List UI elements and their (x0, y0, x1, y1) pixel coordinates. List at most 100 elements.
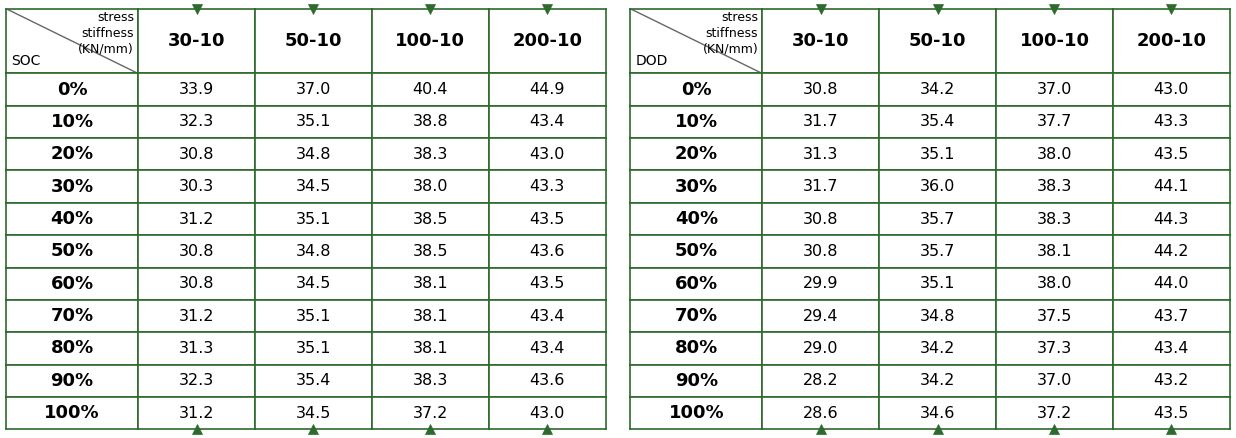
Text: 44.3: 44.3 (1153, 212, 1189, 226)
Text: 100-10: 100-10 (1020, 32, 1089, 50)
Text: 100%: 100% (669, 404, 724, 422)
Text: 34.8: 34.8 (295, 147, 331, 162)
Text: 80%: 80% (51, 339, 94, 357)
Text: 33.9: 33.9 (179, 82, 214, 97)
Text: 37.3: 37.3 (1037, 341, 1072, 356)
Text: 44.9: 44.9 (529, 82, 565, 97)
Text: 30%: 30% (675, 178, 718, 196)
Text: 10%: 10% (51, 113, 94, 131)
Text: 43.5: 43.5 (529, 276, 565, 291)
Text: 38.3: 38.3 (1037, 179, 1072, 194)
Text: 34.5: 34.5 (295, 179, 331, 194)
Text: 30-10: 30-10 (168, 32, 225, 50)
Text: 34.8: 34.8 (920, 308, 955, 324)
Text: 34.2: 34.2 (920, 373, 955, 388)
Text: 0%: 0% (57, 81, 88, 99)
Text: 44.0: 44.0 (1153, 276, 1189, 291)
Text: 28.6: 28.6 (803, 406, 838, 420)
Text: 20%: 20% (675, 145, 718, 163)
Text: 31.3: 31.3 (803, 147, 838, 162)
Text: 30.8: 30.8 (803, 212, 838, 226)
Text: 31.2: 31.2 (179, 212, 214, 226)
Text: 38.0: 38.0 (1037, 147, 1072, 162)
Text: 43.2: 43.2 (1153, 373, 1189, 388)
Text: 30.3: 30.3 (179, 179, 214, 194)
Text: 43.4: 43.4 (1153, 341, 1189, 356)
Text: 70%: 70% (51, 307, 94, 325)
Text: 43.4: 43.4 (529, 114, 565, 130)
Text: 44.1: 44.1 (1153, 179, 1189, 194)
Text: 38.3: 38.3 (413, 147, 447, 162)
Text: 35.4: 35.4 (920, 114, 955, 130)
Text: 40%: 40% (51, 210, 94, 228)
Text: 32.3: 32.3 (179, 114, 214, 130)
Text: 100%: 100% (44, 404, 100, 422)
Text: 35.1: 35.1 (295, 212, 331, 226)
Text: 34.6: 34.6 (920, 406, 955, 420)
Text: 50-10: 50-10 (284, 32, 342, 50)
Text: 38.5: 38.5 (413, 212, 447, 226)
Text: 30.8: 30.8 (803, 82, 838, 97)
Text: 43.5: 43.5 (1153, 406, 1189, 420)
Text: 30.8: 30.8 (179, 276, 214, 291)
Text: 35.1: 35.1 (295, 114, 331, 130)
Text: 30-10: 30-10 (792, 32, 849, 50)
Text: 36.0: 36.0 (920, 179, 955, 194)
Text: stress
stiffness
(KN/mm): stress stiffness (KN/mm) (702, 11, 758, 56)
Text: 34.5: 34.5 (295, 406, 331, 420)
Text: 38.3: 38.3 (1037, 212, 1072, 226)
Text: 43.0: 43.0 (1153, 82, 1189, 97)
Text: 38.8: 38.8 (413, 114, 449, 130)
Text: 38.0: 38.0 (1037, 276, 1072, 291)
Text: 20%: 20% (51, 145, 94, 163)
Text: 35.7: 35.7 (920, 212, 955, 226)
Text: 37.5: 37.5 (1037, 308, 1072, 324)
Text: 43.7: 43.7 (1153, 308, 1189, 324)
Text: 31.2: 31.2 (179, 308, 214, 324)
Text: 43.4: 43.4 (529, 308, 565, 324)
Text: 70%: 70% (675, 307, 718, 325)
Text: 34.8: 34.8 (295, 244, 331, 259)
Text: 37.0: 37.0 (1037, 373, 1072, 388)
Text: 35.1: 35.1 (920, 276, 955, 291)
Text: 38.5: 38.5 (413, 244, 447, 259)
Text: 38.3: 38.3 (413, 373, 447, 388)
Text: 43.5: 43.5 (1153, 147, 1189, 162)
Text: 60%: 60% (675, 275, 718, 293)
Text: 30.8: 30.8 (179, 147, 214, 162)
Text: 200-10: 200-10 (512, 32, 582, 50)
Text: 50%: 50% (51, 242, 94, 260)
Text: 31.3: 31.3 (179, 341, 214, 356)
Text: 43.0: 43.0 (529, 147, 565, 162)
Text: 100-10: 100-10 (396, 32, 465, 50)
Text: 34.5: 34.5 (295, 276, 331, 291)
Text: 43.5: 43.5 (529, 212, 565, 226)
Text: 80%: 80% (675, 339, 718, 357)
Text: 10%: 10% (675, 113, 718, 131)
Text: 37.0: 37.0 (295, 82, 331, 97)
Text: 40%: 40% (675, 210, 718, 228)
Text: 31.2: 31.2 (179, 406, 214, 420)
Text: 90%: 90% (51, 372, 94, 390)
Text: 34.2: 34.2 (920, 82, 955, 97)
Text: 38.1: 38.1 (1037, 244, 1073, 259)
Text: 35.1: 35.1 (295, 341, 331, 356)
Text: 37.7: 37.7 (1037, 114, 1072, 130)
Text: 37.0: 37.0 (1037, 82, 1072, 97)
Text: 37.2: 37.2 (413, 406, 447, 420)
Text: 29.0: 29.0 (803, 341, 838, 356)
Text: 40.4: 40.4 (413, 82, 447, 97)
Text: 38.0: 38.0 (413, 179, 447, 194)
Text: 50%: 50% (675, 242, 718, 260)
Text: 38.1: 38.1 (413, 308, 449, 324)
Text: 37.2: 37.2 (1037, 406, 1072, 420)
Text: 50-10: 50-10 (908, 32, 967, 50)
Text: 31.7: 31.7 (803, 179, 838, 194)
Text: 29.4: 29.4 (803, 308, 838, 324)
Text: DOD: DOD (635, 54, 667, 68)
Text: 200-10: 200-10 (1136, 32, 1206, 50)
Text: 43.6: 43.6 (529, 244, 565, 259)
Text: 31.7: 31.7 (803, 114, 838, 130)
Text: 90%: 90% (675, 372, 718, 390)
Text: 38.1: 38.1 (413, 341, 449, 356)
